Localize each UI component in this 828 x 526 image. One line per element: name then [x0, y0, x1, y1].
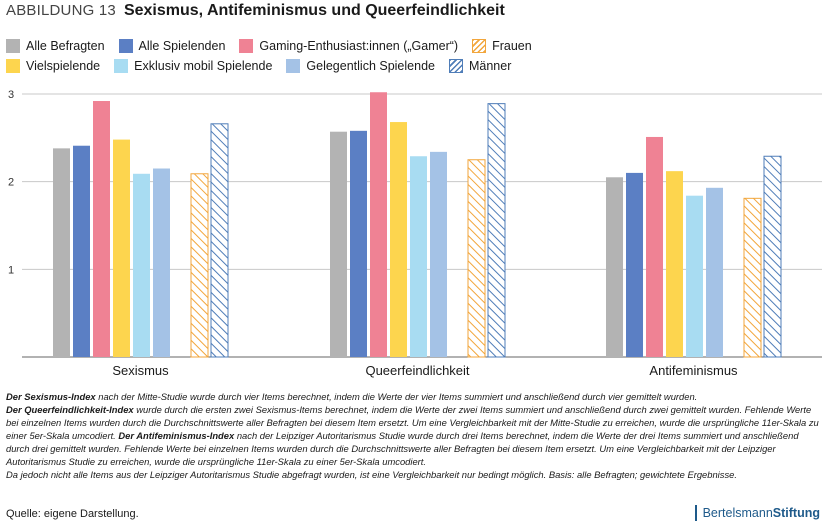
figure-header: ABBILDUNG 13 Sexismus, Antifeminismus un…	[6, 2, 505, 24]
bar-antifeminismus-gaming-enthusiast-innen-gamer	[646, 136, 663, 357]
brand-bar	[694, 505, 697, 521]
bar-antifeminismus-frauen	[743, 197, 762, 358]
footnote-term-queer: Der Queerfeindlichkeit-Index	[6, 404, 134, 415]
figure-title: Sexismus, Antifeminismus und Queerfeindl…	[123, 2, 505, 19]
legend-label: Frauen	[492, 39, 532, 53]
bar-queerfeindlichkeit-gaming-enthusiast-innen-gamer	[370, 92, 387, 357]
bar-sexismus-männer	[210, 123, 229, 358]
legend-item-exklusiv-mobil-spielende: Exklusiv mobil Spielende	[114, 59, 272, 73]
category-label-antifeminismus: Antifeminismus	[649, 363, 738, 378]
bar-queerfeindlichkeit-männer	[487, 103, 506, 358]
y-tick-label: 1	[8, 264, 14, 276]
bar-sexismus-exklusiv-mobil-spielende	[133, 173, 150, 357]
footnote-line-1: Der Sexismus-Index nach der Mitte-Studie…	[6, 390, 822, 403]
chart-area: 1 2 3 Sexismus Queerfeindlichkeit Antifeminis…	[0, 82, 828, 382]
footnote-term-sexismus: Der Sexismus-Index	[6, 391, 96, 402]
footnote-text-queer: wurde durch die ersten zwei Sexismus-Ite…	[6, 404, 819, 441]
bar-queerfeindlichkeit-alle-befragten	[330, 131, 347, 357]
bar-chart: 1 2 3 Sexismus Queerfeindlichkeit Antifeminis…	[8, 89, 822, 378]
legend-label: Männer	[468, 59, 512, 73]
legend-item-gelegentlich-spielende: Gelegentlich Spielende	[286, 59, 435, 73]
legend-swatch	[448, 59, 463, 73]
footnote-text-antifeminismus: nach der Leipziger Autoritarismus Studie…	[6, 430, 799, 467]
labels-layer: 1 2 3 Sexismus Queerfeindlichkeit Antifeminis…	[8, 89, 738, 378]
brand-name-light: Bertelsmann	[702, 506, 773, 520]
footnote-line-2: Der Queerfeindlichkeit-Index wurde durch…	[6, 403, 822, 468]
bar-antifeminismus-vielspielende	[666, 171, 683, 357]
legend-item-alle-befragten: Alle Befragten	[6, 39, 105, 53]
bar-antifeminismus-gelegentlich-spielende	[706, 187, 723, 357]
legend-label: Gelegentlich Spielende	[306, 59, 435, 73]
legend-swatch	[286, 59, 301, 73]
category-label-sexismus: Sexismus	[112, 363, 169, 378]
legend-item-männer: Männer	[448, 59, 512, 73]
legend-swatch	[118, 39, 133, 53]
source-note: Quelle: eigene Darstellung.	[6, 508, 139, 520]
y-tick-label: 2	[8, 177, 14, 189]
footnote: Der Sexismus-Index nach der Mitte-Studie…	[6, 390, 822, 481]
bar-sexismus-vielspielende	[113, 139, 130, 357]
bar-queerfeindlichkeit-gelegentlich-spielende	[430, 151, 447, 357]
legend-label: Exklusiv mobil Spielende	[134, 59, 273, 73]
legend-swatch	[472, 39, 487, 53]
legend-row-1: Alle Befragten Alle Spielenden Gaming-Enth…	[6, 36, 566, 56]
brand-name-bold: Stiftung	[772, 506, 820, 520]
legend-label: Alle Spielenden	[138, 39, 226, 53]
legend-swatch	[6, 39, 20, 53]
bar-sexismus-alle-befragten	[53, 148, 70, 357]
bar-sexismus-gelegentlich-spielende	[153, 168, 170, 357]
bar-sexismus-frauen	[190, 173, 209, 358]
bar-sexismus-gaming-enthusiast-innen-gamer	[93, 101, 110, 357]
bar-antifeminismus-alle-befragten	[606, 177, 623, 357]
legend-row-2: Vielspielende Exklusiv mobil Spielende Gel…	[6, 56, 566, 76]
bar-queerfeindlichkeit-vielspielende	[390, 122, 407, 357]
legend-swatch	[6, 59, 20, 73]
bar-antifeminismus-alle-spielenden	[626, 172, 643, 357]
footnote-term-antifeminismus: Der Antifeminismus-Index	[118, 430, 235, 441]
bar-antifeminismus-exklusiv-mobil-spielende	[686, 195, 703, 357]
footnote-text-basis: Da jedoch nicht alle Items aus der Leipz…	[6, 469, 737, 480]
footnote-line-3: Da jedoch nicht alle Items aus der Leipz…	[6, 468, 822, 481]
figure-label: ABBILDUNG 13	[6, 2, 116, 19]
legend-label: Vielspielende	[26, 59, 101, 73]
footnote-text-sexismus: nach der Mitte-Studie wurde durch vier I…	[95, 391, 698, 402]
legend-item-frauen: Frauen	[472, 39, 532, 53]
bar-antifeminismus-männer	[763, 155, 782, 358]
bar-queerfeindlichkeit-frauen	[467, 159, 486, 358]
legend-item-alle-spielenden: Alle Spielenden	[118, 39, 226, 53]
brand-logo: Bertelsmann Stiftung	[694, 505, 820, 521]
legend-swatch	[114, 59, 129, 73]
legend-item-gaming-enthusiast-innen-gamer: Gaming-Enthusiast:innen („Gamer“)	[239, 39, 458, 53]
legend-label: Alle Befragten	[26, 39, 105, 53]
bar-queerfeindlichkeit-alle-spielenden	[350, 130, 367, 357]
legend-swatch	[239, 39, 254, 53]
bar-sexismus-alle-spielenden	[73, 145, 90, 357]
bar-queerfeindlichkeit-exklusiv-mobil-spielende	[410, 156, 427, 357]
legend-item-vielspielende: Vielspielende	[6, 59, 100, 73]
chart-legend: Alle Befragten Alle Spielenden Gaming-Enth…	[6, 36, 566, 76]
category-label-queerfeindlichkeit: Queerfeindlichkeit	[365, 363, 469, 378]
y-tick-label: 3	[8, 89, 14, 101]
legend-label: Gaming-Enthusiast:innen („Gamer“)	[259, 39, 459, 53]
bars-layer	[53, 92, 782, 358]
